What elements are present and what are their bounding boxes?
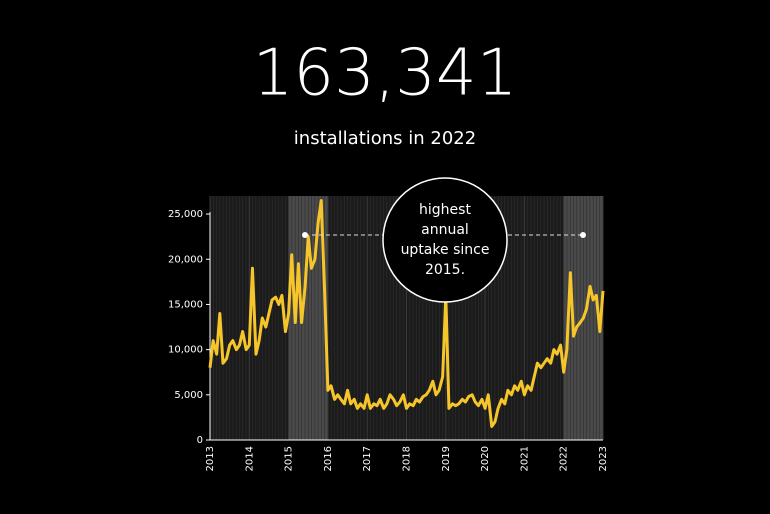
subtitle: installations in 2022 <box>294 128 476 149</box>
annotation-dot <box>302 232 308 238</box>
annotation-text: highest <box>419 202 471 218</box>
y-tick-label: 15,000 <box>168 299 203 310</box>
x-tick-label: 2019 <box>441 446 452 471</box>
x-tick-label: 2023 <box>598 446 609 471</box>
annotation-text: 2015. <box>425 262 465 278</box>
annotation-text: uptake since <box>401 242 490 258</box>
x-tick-label: 2014 <box>244 446 255 471</box>
y-tick-label: 5,000 <box>174 390 203 401</box>
y-tick-label: 0 <box>197 435 203 446</box>
x-tick-label: 2017 <box>362 446 373 471</box>
headline-number: 163,341 <box>253 37 518 111</box>
annotation-text: annual <box>421 222 469 238</box>
x-tick-label: 2015 <box>284 446 295 471</box>
x-tick-label: 2021 <box>519 446 530 471</box>
x-tick-label: 2016 <box>323 446 334 471</box>
annotation-circle <box>382 177 508 303</box>
annotation-dot <box>580 232 586 238</box>
y-tick-label: 10,000 <box>168 345 203 356</box>
y-tick-label: 20,000 <box>168 254 203 265</box>
data-line <box>208 199 605 428</box>
x-tick-label: 2018 <box>402 446 413 471</box>
x-tick-label: 2022 <box>559 446 570 471</box>
x-tick-label: 2013 <box>205 446 216 471</box>
x-tick-label: 2020 <box>480 446 491 471</box>
y-tick-label: 25,000 <box>168 209 203 220</box>
